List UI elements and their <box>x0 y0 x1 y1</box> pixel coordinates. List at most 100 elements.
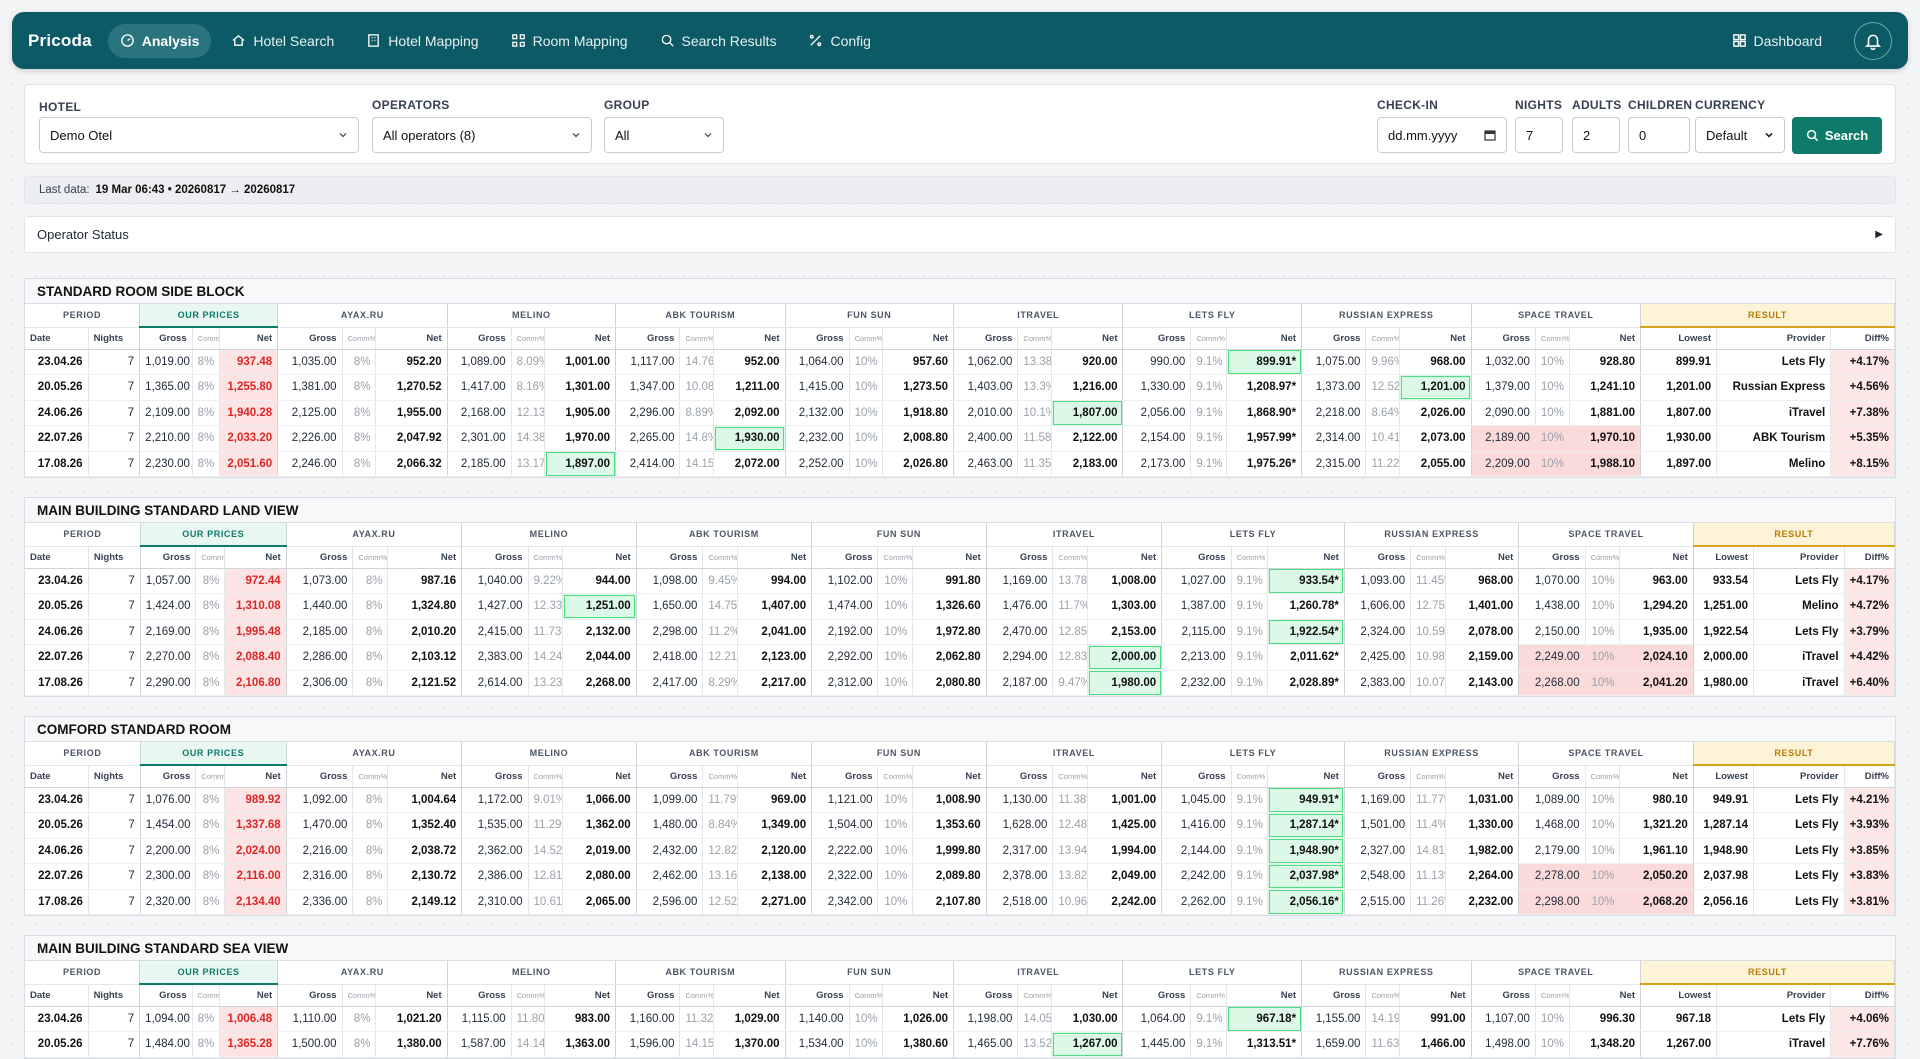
gross-col-header: Gross <box>1161 765 1232 788</box>
nav-item-analysis[interactable]: Analysis <box>107 23 212 58</box>
diff-cell: +4.17% <box>1830 349 1895 375</box>
children-value: 0 <box>1639 127 1647 143</box>
op-net-cell: 1,380.60 <box>882 1031 955 1058</box>
dashboard-link[interactable]: Dashboard <box>1720 24 1835 58</box>
gross-col-header: Gross <box>447 984 512 1007</box>
op-gross-cell: 1,465.00 <box>953 1031 1019 1058</box>
op-gross-cell: 1,102.00 <box>811 568 879 594</box>
op-comm-cell: 11.45% <box>1410 568 1446 594</box>
net-col-header: Net <box>562 546 637 569</box>
gross-col-header: Gross <box>1344 546 1412 569</box>
op-gross-cell: 2,327.00 <box>1344 838 1412 864</box>
calendar-icon <box>1484 130 1496 141</box>
operator-header: ABK TOURISM <box>615 961 786 985</box>
table-row: 22.07.26 7 2,270.00 8% 2,088.40 2,286.00 8% 2,1… <box>25 644 1896 671</box>
chevron-down-icon <box>704 133 712 138</box>
children-input[interactable]: 0 <box>1628 117 1690 153</box>
our-comm-cell: 8% <box>192 374 221 401</box>
nights-col-header: Nights <box>88 546 141 569</box>
op-net-cell: 1,980.00 <box>1087 670 1163 696</box>
op-net-cell: 2,044.00 <box>562 644 637 671</box>
op-comm-cell: 13.78% <box>1052 568 1089 594</box>
op-comm-cell: 14.75% <box>702 593 739 620</box>
op-gross-cell: 2,414.00 <box>615 451 681 477</box>
nav-item-hotel-mapping[interactable]: Hotel Mapping <box>354 24 490 58</box>
op-comm-cell: 14.19% <box>1365 1006 1401 1032</box>
comm-col-header: Comm% <box>192 327 221 350</box>
op-comm-cell: 13.3% <box>1017 374 1053 401</box>
nights-input[interactable]: 7 <box>1515 117 1563 153</box>
op-net-cell: 944.00 <box>562 568 637 594</box>
provider-cell: Lets Fly <box>1753 838 1845 864</box>
operator-status-toggle[interactable]: Operator Status ▶ <box>24 216 1896 253</box>
op-comm-cell: 9.1% <box>1231 670 1269 696</box>
our-net-cell: 1,310.08 <box>224 593 287 620</box>
op-net-cell: 2,065.00 <box>562 889 637 915</box>
search-button[interactable]: Search <box>1792 117 1882 154</box>
provider-cell: Lets Fly <box>1716 349 1832 375</box>
room-block-title: COMFORD STANDARD ROOM <box>25 717 1895 742</box>
comm-col-header: Comm% <box>352 765 389 788</box>
gross-col-header: Gross <box>1301 984 1367 1007</box>
gross-col-header: Gross <box>461 765 529 788</box>
room-block: STANDARD ROOM SIDE BLOCK PERIOD OUR PRICES… <box>24 278 1896 478</box>
op-net-cell: 1,313.51* <box>1226 1031 1303 1058</box>
our-gross-cell: 1,484.00 <box>139 1031 193 1058</box>
op-gross-cell: 2,296.00 <box>615 400 681 426</box>
currency-select[interactable]: Default <box>1695 117 1785 153</box>
checkin-input[interactable]: dd.mm.yyyy <box>1377 117 1507 153</box>
op-comm-cell: 13.16% <box>702 863 739 890</box>
hotel-select[interactable]: Demo Otel <box>39 117 359 153</box>
table-row: 20.05.26 7 1,454.00 8% 1,337.68 1,470.00 8% 1,3… <box>25 812 1896 839</box>
op-comm-cell: 8% <box>342 1006 377 1032</box>
provider-cell: iTravel <box>1753 644 1845 671</box>
op-comm-cell: 10% <box>1585 812 1621 839</box>
our-gross-cell: 1,094.00 <box>139 1006 193 1032</box>
our-gross-cell: 1,019.00 <box>139 349 193 375</box>
op-gross-cell: 2,262.00 <box>1161 889 1232 915</box>
expand-arrow-icon: ▶ <box>1875 229 1883 240</box>
chevron-down-icon <box>1765 132 1773 138</box>
our-comm-cell: 8% <box>192 451 221 477</box>
op-gross-cell: 2,342.00 <box>811 889 879 915</box>
nav-item-hotel-search[interactable]: Hotel Search <box>219 24 346 58</box>
op-gross-cell: 1,160.00 <box>615 1006 681 1032</box>
op-net-cell: 2,264.00 <box>1445 863 1520 890</box>
comm-col-header: Comm% <box>192 984 221 1007</box>
our-net-cell: 2,116.00 <box>224 863 287 890</box>
op-comm-cell: 11.7% <box>1052 593 1089 620</box>
date-cell: 23.04.26 <box>25 568 89 594</box>
operators-select[interactable]: All operators (8) <box>372 117 592 153</box>
op-comm-cell: 10% <box>877 889 914 915</box>
op-net-cell: 928.80 <box>1569 349 1641 375</box>
op-comm-cell: 8.84% <box>702 812 739 839</box>
nav-item-config[interactable]: Config <box>796 24 882 58</box>
brand-logo[interactable]: Pricoda <box>28 30 92 50</box>
op-gross-cell: 2,242.00 <box>1161 863 1232 890</box>
op-gross-cell: 1,476.00 <box>986 593 1054 620</box>
net-col-header: Net <box>882 984 955 1007</box>
op-comm-cell: 8% <box>352 619 389 645</box>
period-header: PERIOD <box>25 304 141 328</box>
op-comm-cell: 10% <box>849 374 884 401</box>
op-gross-cell: 1,535.00 <box>461 812 529 839</box>
operator-status-label: Operator Status <box>37 227 129 242</box>
adults-value: 2 <box>1583 127 1591 143</box>
op-gross-cell: 2,425.00 <box>1344 644 1412 671</box>
notifications-button[interactable] <box>1854 21 1892 60</box>
op-net-cell: 1,353.60 <box>912 812 987 839</box>
op-gross-cell: 1,032.00 <box>1471 349 1536 375</box>
comm-col-header: Comm% <box>511 327 546 350</box>
operator-header: LETS FLY <box>1161 523 1345 547</box>
op-gross-cell: 1,500.00 <box>277 1031 343 1058</box>
nav-item-room-mapping[interactable]: Room Mapping <box>499 24 640 58</box>
op-comm-cell: 13.52% <box>1017 1031 1053 1058</box>
bell-icon <box>1864 34 1882 50</box>
adults-input[interactable]: 2 <box>1572 117 1620 153</box>
op-net-cell: 1,008.00 <box>1087 568 1163 594</box>
group-select[interactable]: All <box>604 117 724 153</box>
nights-cell: 7 <box>88 863 141 890</box>
op-gross-cell: 2,268.00 <box>1518 670 1586 696</box>
operator-header: SPACE TRAVEL <box>1471 961 1641 985</box>
nav-item-search-results[interactable]: Search Results <box>648 24 789 58</box>
